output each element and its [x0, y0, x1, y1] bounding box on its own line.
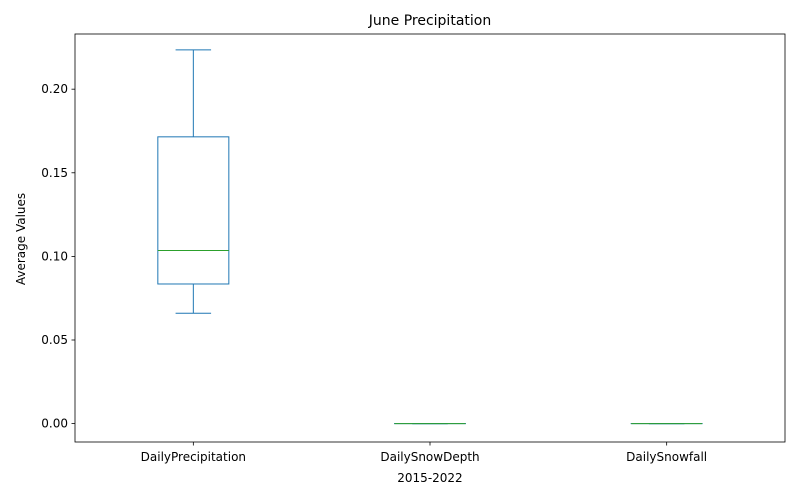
chart-title: June Precipitation — [368, 13, 491, 29]
y-tick-label: 0.05 — [41, 333, 68, 347]
x-tick-label: DailySnowDepth — [380, 450, 479, 464]
x-axis-label: 2015-2022 — [397, 471, 462, 485]
y-tick-label: 0.15 — [41, 166, 68, 180]
y-tick-label: 0.10 — [41, 249, 68, 263]
plot-area: 0.00 0.05 0.10 0.15 0.20 DailyPrecipitation Da… — [41, 33, 786, 464]
y-tick-label: 0.00 — [41, 417, 68, 431]
x-tick-label: DailySnowfall — [626, 450, 707, 464]
y-tick-label: 0.20 — [41, 82, 68, 96]
x-tick-label: DailyPrecipitation — [141, 450, 246, 464]
y-axis-label: Average Values — [14, 193, 28, 285]
